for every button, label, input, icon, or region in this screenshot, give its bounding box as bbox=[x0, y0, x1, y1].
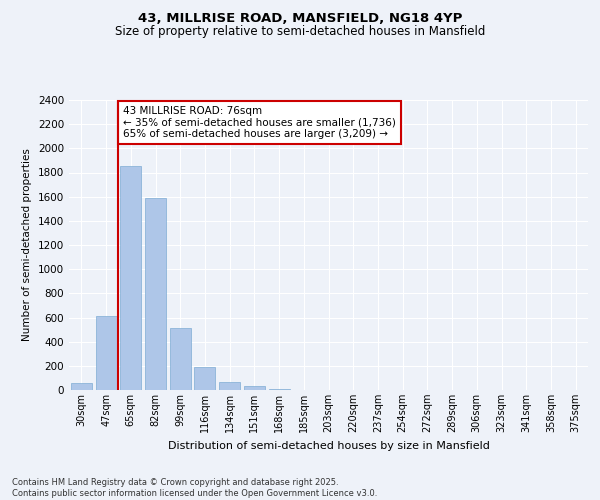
Bar bbox=[71, 384, 92, 390]
Bar bbox=[269, 389, 290, 390]
Bar bbox=[219, 382, 240, 390]
Bar bbox=[120, 166, 141, 390]
Bar bbox=[244, 386, 265, 390]
Bar bbox=[145, 198, 166, 390]
Y-axis label: Number of semi-detached properties: Number of semi-detached properties bbox=[22, 148, 32, 342]
Bar bbox=[170, 328, 191, 390]
Text: 43 MILLRISE ROAD: 76sqm
← 35% of semi-detached houses are smaller (1,736)
65% of: 43 MILLRISE ROAD: 76sqm ← 35% of semi-de… bbox=[124, 106, 396, 139]
X-axis label: Distribution of semi-detached houses by size in Mansfield: Distribution of semi-detached houses by … bbox=[167, 440, 490, 450]
Text: 43, MILLRISE ROAD, MANSFIELD, NG18 4YP: 43, MILLRISE ROAD, MANSFIELD, NG18 4YP bbox=[138, 12, 462, 26]
Text: Size of property relative to semi-detached houses in Mansfield: Size of property relative to semi-detach… bbox=[115, 25, 485, 38]
Bar bbox=[95, 316, 116, 390]
Text: Contains HM Land Registry data © Crown copyright and database right 2025.
Contai: Contains HM Land Registry data © Crown c… bbox=[12, 478, 377, 498]
Bar bbox=[194, 367, 215, 390]
